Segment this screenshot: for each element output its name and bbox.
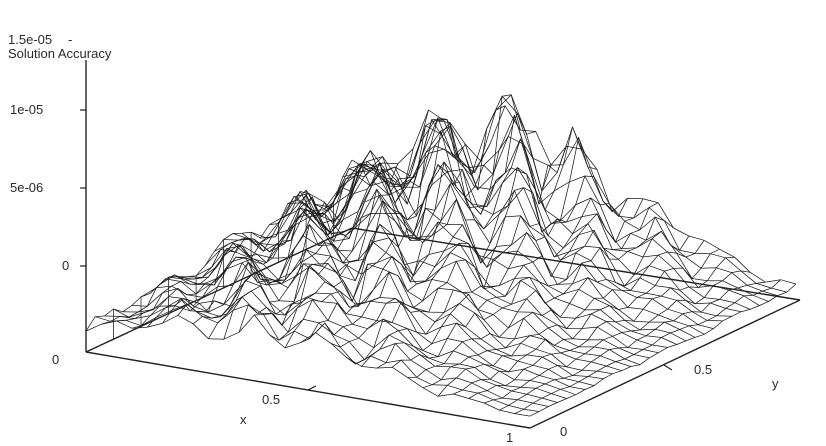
- mesh-line-x: [407, 216, 674, 378]
- y-axis-line: [529, 299, 801, 429]
- y-tick-label-05: 0.5: [694, 362, 712, 377]
- z-tick-label-top: 1.5e-05: [8, 32, 52, 47]
- mesh-line-y: [269, 164, 714, 329]
- mesh-line-y: [195, 223, 641, 366]
- mesh-line-y: [177, 244, 622, 372]
- z-axis-label: Solution Accuracy: [8, 46, 112, 61]
- mesh-line-y: [232, 213, 677, 345]
- x-tick-label-1: 1: [506, 430, 513, 445]
- x-axis-label: x: [240, 412, 247, 427]
- floor-back-edge-x: [85, 227, 353, 353]
- mesh-line-x: [284, 115, 552, 349]
- mesh-line-x: [468, 256, 735, 399]
- mesh-line-y: [250, 181, 696, 338]
- mesh-line-x: [376, 198, 644, 369]
- mesh-line-x: [453, 248, 720, 395]
- mesh-line-x: [361, 197, 628, 367]
- mesh-line-x: [192, 119, 460, 325]
- z-tick-label-1e05: 1e-05: [10, 102, 43, 117]
- mesh-line-y: [333, 95, 778, 296]
- mesh-line-x: [346, 175, 613, 365]
- mesh-line-y: [140, 261, 586, 390]
- mesh-line-y: [113, 290, 558, 403]
- mesh-line-x: [131, 150, 399, 329]
- surface-mesh: [85, 94, 797, 417]
- mesh-line-y: [315, 115, 760, 306]
- mesh-line-x: [422, 230, 690, 389]
- mesh-line-x: [483, 270, 751, 404]
- mesh-line-x: [162, 109, 429, 324]
- mesh-line-x: [391, 202, 659, 368]
- mesh-line-x: [437, 240, 705, 397]
- y-tick-mark-mid: [663, 364, 673, 371]
- mesh-line-x: [499, 281, 766, 411]
- mesh-line-x: [101, 168, 368, 325]
- mesh-line-x: [269, 113, 536, 341]
- mesh-line-y: [305, 138, 751, 310]
- mesh-line-x: [238, 105, 506, 333]
- mesh-line-x: [254, 94, 521, 326]
- mesh-line-x: [223, 144, 491, 340]
- mesh-line-y: [324, 119, 769, 302]
- mesh-line-y: [186, 224, 632, 367]
- mesh-line-y: [278, 169, 723, 322]
- z-tick-label-5e06: 5e-06: [10, 180, 43, 195]
- mesh-line-x: [529, 283, 797, 417]
- mesh-line-y: [95, 303, 540, 412]
- mesh-line-x: [300, 138, 567, 344]
- mesh-line-y: [85, 314, 531, 417]
- y-axis-label: y: [772, 376, 779, 391]
- z-tick-label-0: 0: [62, 258, 69, 273]
- x-tick-label-05: 0.5: [262, 392, 280, 407]
- mesh-line-y: [351, 105, 797, 285]
- mesh-line-y: [223, 188, 668, 348]
- mesh-line-y: [104, 296, 549, 407]
- mesh-line-x: [116, 162, 383, 322]
- mesh-line-y: [214, 200, 659, 354]
- mesh-line-x: [177, 119, 444, 316]
- floor-back-edge-y: [351, 227, 801, 301]
- mesh-line-x: [330, 137, 598, 348]
- x-tick-label-0: 0: [52, 352, 59, 367]
- x-tick-mark-mid: [307, 385, 317, 391]
- mesh-line-x: [85, 159, 353, 332]
- y-tick-label-0: 0: [560, 424, 567, 439]
- mesh-line-x: [514, 279, 781, 414]
- mesh-line-y: [287, 130, 732, 317]
- mesh-line-y: [168, 249, 613, 375]
- z-tick-top-dash: -: [68, 32, 72, 47]
